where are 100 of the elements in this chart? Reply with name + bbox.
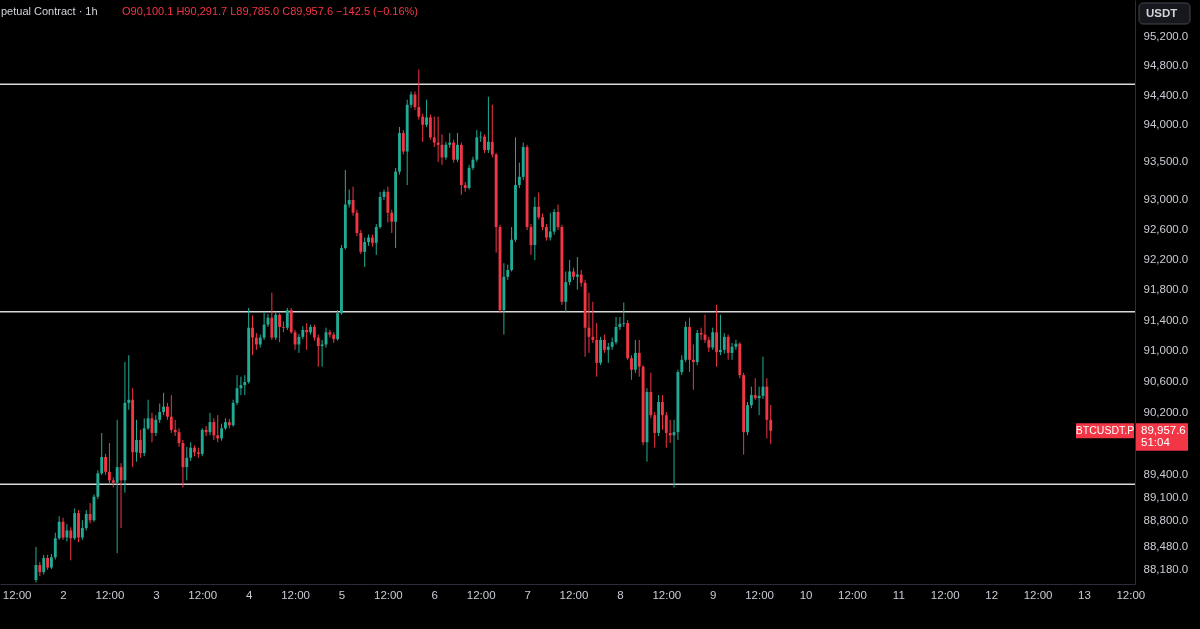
candlestick: [401, 129, 405, 155]
candlestick: [486, 96, 490, 154]
candlestick: [421, 113, 425, 143]
candlestick: [274, 311, 278, 341]
candlestick: [428, 113, 432, 141]
x-tick-label: 10: [799, 588, 813, 601]
x-tick-label: 6: [431, 588, 438, 601]
x-tick-label: 2: [60, 588, 67, 601]
y-tick-label: 94,400.0: [1143, 88, 1189, 101]
candlestick: [726, 334, 730, 361]
candlestick: [603, 334, 606, 354]
x-tick-label: 12:00: [745, 588, 775, 601]
candlestick: [649, 372, 653, 419]
candlestick: [100, 432, 104, 476]
candlestick: [711, 327, 715, 351]
y-tick-label: 92,600.0: [1143, 222, 1189, 235]
x-tick-label: 4: [245, 588, 253, 601]
candlestick: [169, 394, 173, 434]
candlestick: [425, 99, 428, 128]
candlestick: [115, 419, 119, 554]
candlestick: [552, 208, 556, 236]
y-axis-title: USDT: [1146, 6, 1178, 19]
candlestick: [154, 414, 158, 437]
candlestick: [452, 139, 456, 164]
candlestick: [69, 526, 73, 561]
candlestick: [57, 515, 61, 541]
candlestick: [251, 315, 254, 356]
x-tick-label: 13: [1078, 588, 1091, 601]
candlestick: [185, 446, 189, 481]
candlestick: [715, 304, 719, 368]
text: 89,957.6: [1141, 423, 1186, 436]
candlestick: [483, 133, 486, 154]
x-tick-label: 8: [617, 588, 624, 601]
candlestick: [537, 192, 541, 220]
x-tick-label: 3: [153, 588, 160, 601]
candlestick: [53, 532, 57, 561]
candlestick: [212, 417, 216, 441]
candlestick: [363, 237, 367, 268]
y-tick-label: 90,200.0: [1143, 405, 1189, 418]
x-tick-label: 12:00: [559, 588, 589, 601]
candlestick: [270, 292, 274, 341]
x-tick-label: 12:00: [373, 588, 403, 601]
chart-subtitle: O90,100.1 H90,291.7 L89,785.0 C89,957.6 −142.5 (−0.16%): [122, 5, 419, 17]
y-tick-label: 91,800.0: [1143, 283, 1189, 296]
candlestick: [622, 302, 626, 328]
annotation: BTCUSDT.P: [1075, 423, 1135, 436]
x-tick-label: 12:00: [838, 588, 867, 601]
candlestick: [316, 334, 320, 368]
candlestick: [417, 68, 421, 121]
x-tick-label: 12:00: [2, 588, 32, 601]
x-tick-label: 12:00: [930, 588, 960, 601]
candlestick: [595, 322, 599, 378]
y-tick-label: 94,800.0: [1143, 59, 1189, 72]
candlestick: [80, 519, 84, 541]
candlestick: [490, 104, 494, 158]
candlestick: [661, 394, 664, 431]
y-tick-label: 88,800.0: [1143, 514, 1189, 527]
x-tick-label: 5: [338, 588, 346, 601]
candlestick: [84, 509, 88, 531]
x-tick-label: 11: [892, 588, 905, 601]
candlestick: [517, 162, 521, 189]
candlestick: [42, 554, 46, 576]
candlestick: [65, 523, 69, 542]
candlestick: [88, 502, 92, 524]
candlestick: [548, 212, 552, 242]
candlestick: [564, 270, 568, 313]
candlestick: [285, 307, 289, 331]
x-tick-label: 12: [985, 588, 999, 601]
x-tick-label: 12:00: [188, 588, 218, 601]
candlestick: [104, 453, 107, 476]
x-tick-label: 7: [524, 588, 531, 601]
y-tick-label: 93,500.0: [1143, 155, 1189, 168]
candlestick: [138, 429, 142, 459]
y-tick-label: 94,000.0: [1143, 118, 1189, 131]
candlestick: [633, 339, 637, 374]
y-tick-label: 93,000.0: [1143, 192, 1189, 205]
x-tick-label: 12:00: [1116, 588, 1146, 601]
y-tick-label: 90,600.0: [1143, 374, 1189, 387]
candlestick: [456, 132, 459, 163]
x-tick-label: 12:00: [466, 588, 496, 601]
candlestick: [386, 186, 390, 223]
candlestick: [297, 333, 301, 354]
candlestick: [653, 411, 657, 449]
candlestick: [599, 336, 602, 366]
y-tick-label: 88,180.0: [1143, 563, 1189, 576]
candlestick: [262, 311, 266, 341]
candlestick: [216, 414, 220, 443]
x-tick-label: 12:00: [95, 588, 125, 601]
x-tick-label: 12:00: [281, 588, 310, 601]
chart-title: petual Contract · 1h: [1, 5, 98, 17]
candlestick: [436, 116, 440, 163]
candlestick: [243, 374, 247, 396]
x-tick-label: 12:00: [1023, 588, 1053, 601]
candlestick: [753, 377, 757, 401]
x-tick-label: 9: [710, 588, 717, 601]
y-tick-label: 92,200.0: [1143, 252, 1189, 265]
candlestick: [158, 403, 162, 424]
candlestick: [630, 354, 633, 381]
candlestick: [162, 392, 166, 416]
candlestick: [749, 386, 753, 409]
